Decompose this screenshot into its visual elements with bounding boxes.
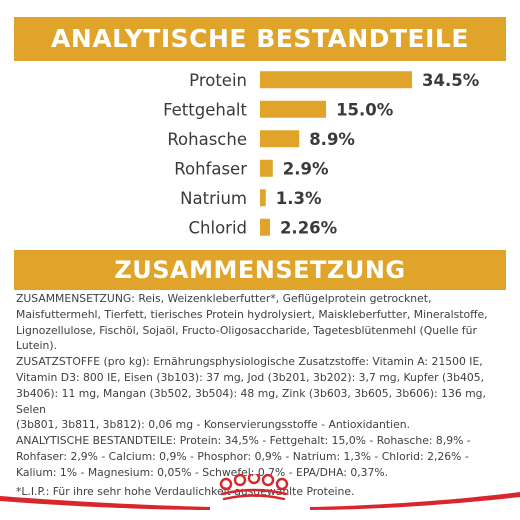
value-label-chlorid: 2.26% — [280, 218, 338, 237]
nutrient-bar-chart: Protein 34.5% Fettgehalt 15.0% Rohasche 8.9% R… — [163, 71, 480, 238]
composition-line: Maisfuttermehl, Tierfett, tierisches Pro… — [16, 307, 488, 321]
value-label-fettgehalt: 15.0% — [336, 100, 394, 119]
composition-line: Kalium: 1% - Magnesium: 0,05% - Schwefel… — [16, 465, 389, 479]
composition-line: Vitamin D3: 800 IE, Eisen (3b103): 37 mg… — [16, 370, 485, 384]
bar-fettgehalt — [260, 100, 327, 118]
composition-line: ZUSAMMENSETZUNG: Reis, Weizenkleberfutte… — [16, 292, 432, 305]
composition-header: ZUSAMMENSETZUNG — [14, 250, 506, 290]
footer — [0, 470, 520, 520]
category-label-rohfaser: Rohfaser — [174, 159, 247, 178]
bar-natrium — [260, 189, 266, 207]
composition-text: ZUSAMMENSETZUNG: Reis, Weizenkleberfutte… — [16, 291, 508, 499]
value-label-rohfaser: 2.9% — [283, 159, 329, 178]
category-label-rohasche: Rohasche — [167, 130, 247, 149]
royal-canin-crown-logo-icon — [219, 474, 289, 501]
composition-line: Rohfaser: 2,9% - Calcium: 0,9% - Phospho… — [16, 449, 469, 463]
composition-line: ANALYTISCHE BESTANDTEILE: Protein: 34,5%… — [16, 434, 471, 448]
category-label-protein: Protein — [189, 71, 247, 90]
bar-protein — [260, 71, 412, 89]
category-label-natrium: Natrium — [180, 189, 247, 208]
bar-rohfaser — [260, 159, 273, 177]
category-label-fettgehalt: Fettgehalt — [163, 100, 247, 119]
composition-line: 3b406): 11 mg, Mangan (3b502, 3b504): 48… — [16, 386, 486, 416]
bar-chlorid — [260, 218, 270, 236]
composition-line: Lignozellulose, Fischöl, Sojaöl, Fructo-… — [16, 323, 477, 353]
value-label-natrium: 1.3% — [276, 189, 322, 208]
analytical-constituents-header: ANALYTISCHE BESTANDTEILE — [14, 17, 506, 61]
bar-rohasche — [260, 130, 300, 148]
lip-footnote: *L.I.P.: Für ihre sehr hohe Verdaulichke… — [16, 484, 355, 498]
composition-line: ZUSATZSTOFFE (pro kg): Ernährungsphysiol… — [16, 355, 483, 369]
value-label-protein: 34.5% — [422, 71, 480, 90]
composition-line: (3b801, 3b811, 3b812): 0,06 mg - Konserv… — [16, 418, 411, 432]
red-swoosh-decoration — [0, 492, 520, 510]
category-label-chlorid: Chlorid — [189, 218, 248, 237]
value-label-rohasche: 8.9% — [309, 130, 355, 149]
